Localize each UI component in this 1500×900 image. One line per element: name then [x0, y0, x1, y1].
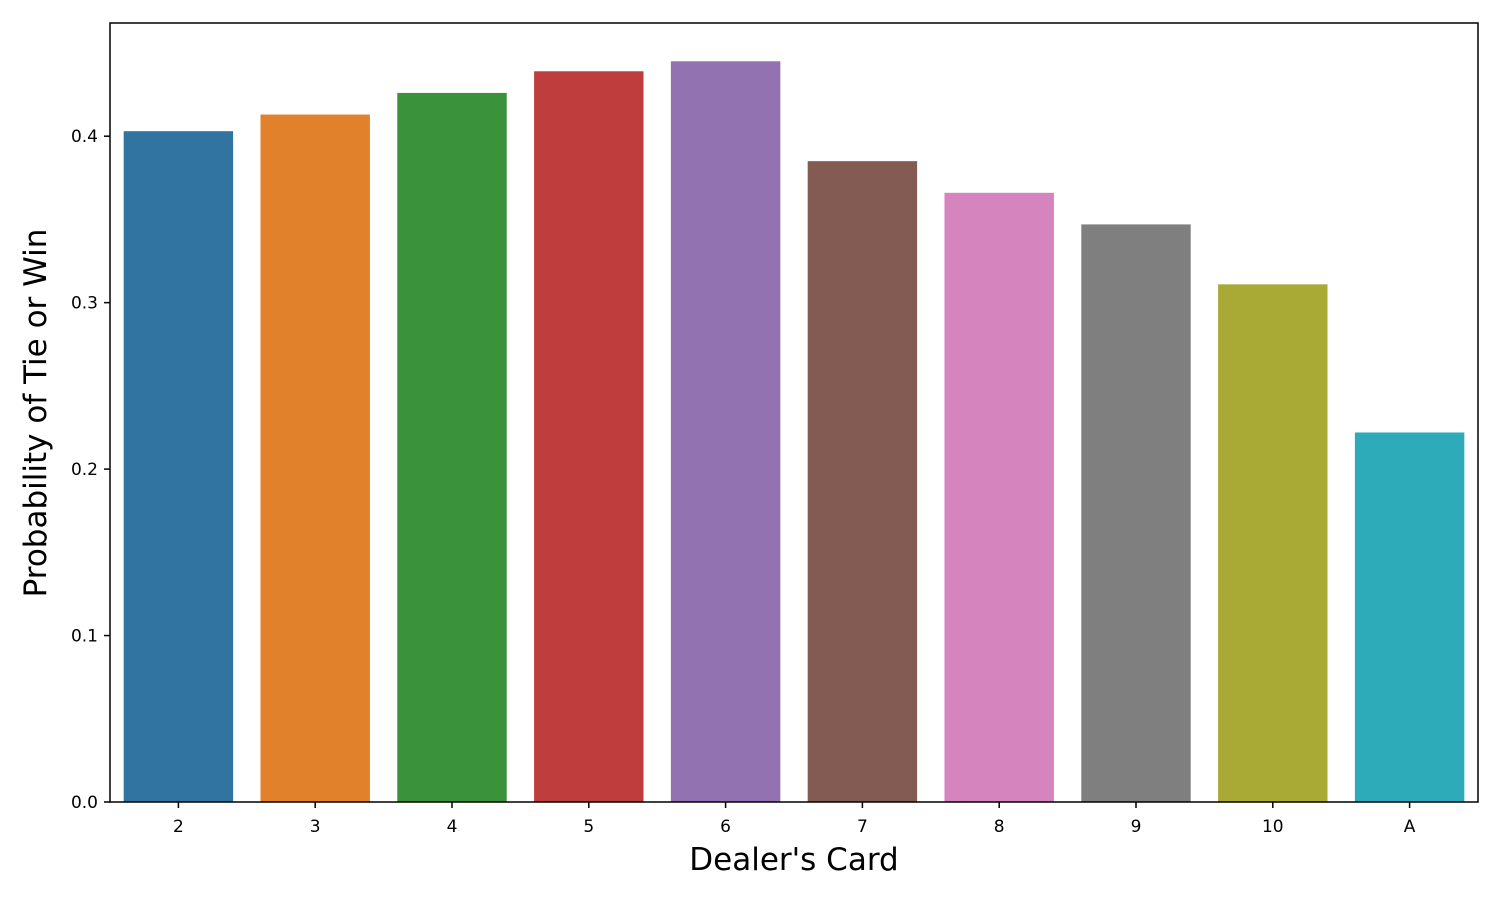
bar-7: [807, 161, 918, 802]
y-tick-label: 0.1: [71, 627, 98, 647]
x-tick-label: 6: [720, 817, 731, 837]
bar-a: [1354, 432, 1465, 802]
plot-frame: [109, 22, 1479, 803]
x-axis-ticks: 2 3 4 5 6 7 8 9 10 A: [173, 802, 1416, 837]
x-tick-label: 8: [994, 817, 1005, 837]
bar-5: [534, 71, 644, 803]
bar-3: [260, 114, 370, 803]
bar-4: [397, 92, 507, 802]
y-tick-label: 0.3: [71, 294, 98, 314]
x-tick-label: 4: [447, 817, 458, 837]
x-tick-label: 9: [1131, 817, 1142, 837]
x-tick-label: 3: [310, 817, 321, 837]
x-tick-label: 5: [583, 817, 594, 837]
bar-8: [944, 192, 1054, 803]
y-tick-label: 0.0: [71, 793, 98, 813]
bar-2: [123, 131, 234, 802]
y-axis-ticks: 0.0 0.1 0.2 0.3 0.4: [71, 127, 110, 813]
bars-group: [123, 61, 1465, 803]
bar-10: [1218, 284, 1328, 803]
x-tick-label: 2: [173, 817, 184, 837]
x-tick-label: 7: [857, 817, 868, 837]
x-tick-label: A: [1404, 817, 1416, 837]
x-axis-title: Dealer's Card: [689, 842, 898, 878]
y-tick-label: 0.2: [71, 460, 98, 480]
y-tick-label: 0.4: [71, 127, 98, 147]
y-axis-title: Probability of Tie or Win: [18, 229, 54, 598]
x-tick-label: 10: [1262, 817, 1284, 837]
bar-6: [670, 61, 781, 803]
bar-9: [1081, 224, 1191, 802]
